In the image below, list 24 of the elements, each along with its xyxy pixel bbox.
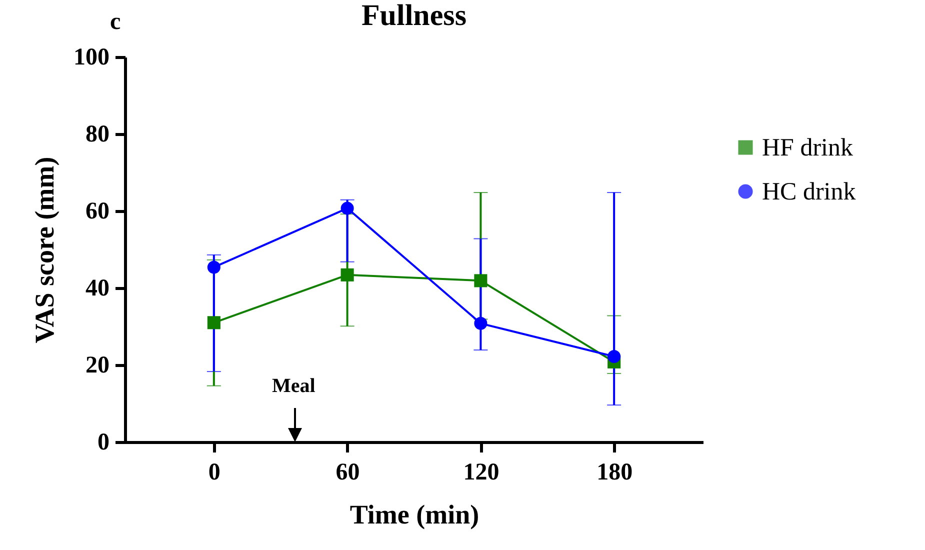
point (207, 316, 220, 330)
y-tick-label: 60 (86, 198, 110, 224)
text: c (110, 9, 121, 35)
x-axis-title: Time (min) (350, 500, 480, 530)
x-tick-label: 0 (208, 460, 220, 486)
y-tick-label: 20 (86, 352, 110, 378)
legend-label: HF drink (762, 134, 854, 162)
y-tick-label: 40 (86, 276, 110, 302)
x-tick-label: 60 (336, 460, 360, 486)
y-tick-label: 0 (98, 430, 110, 456)
y-axis-title: VAS score (mm) (30, 156, 60, 344)
legend-label: HC drink (762, 178, 856, 206)
point (207, 260, 220, 274)
point (474, 274, 488, 288)
point (474, 316, 488, 330)
y-tick-label: 80 (86, 122, 110, 148)
point (608, 350, 621, 364)
y-tick-label: 100 (74, 44, 110, 70)
point (340, 202, 354, 215)
point (340, 268, 354, 282)
x-tick-label: 120 (463, 460, 500, 486)
x-tick-label: 180 (596, 460, 633, 486)
chart-title: Fullness (361, 0, 467, 32)
annotation: Meal (272, 375, 316, 397)
